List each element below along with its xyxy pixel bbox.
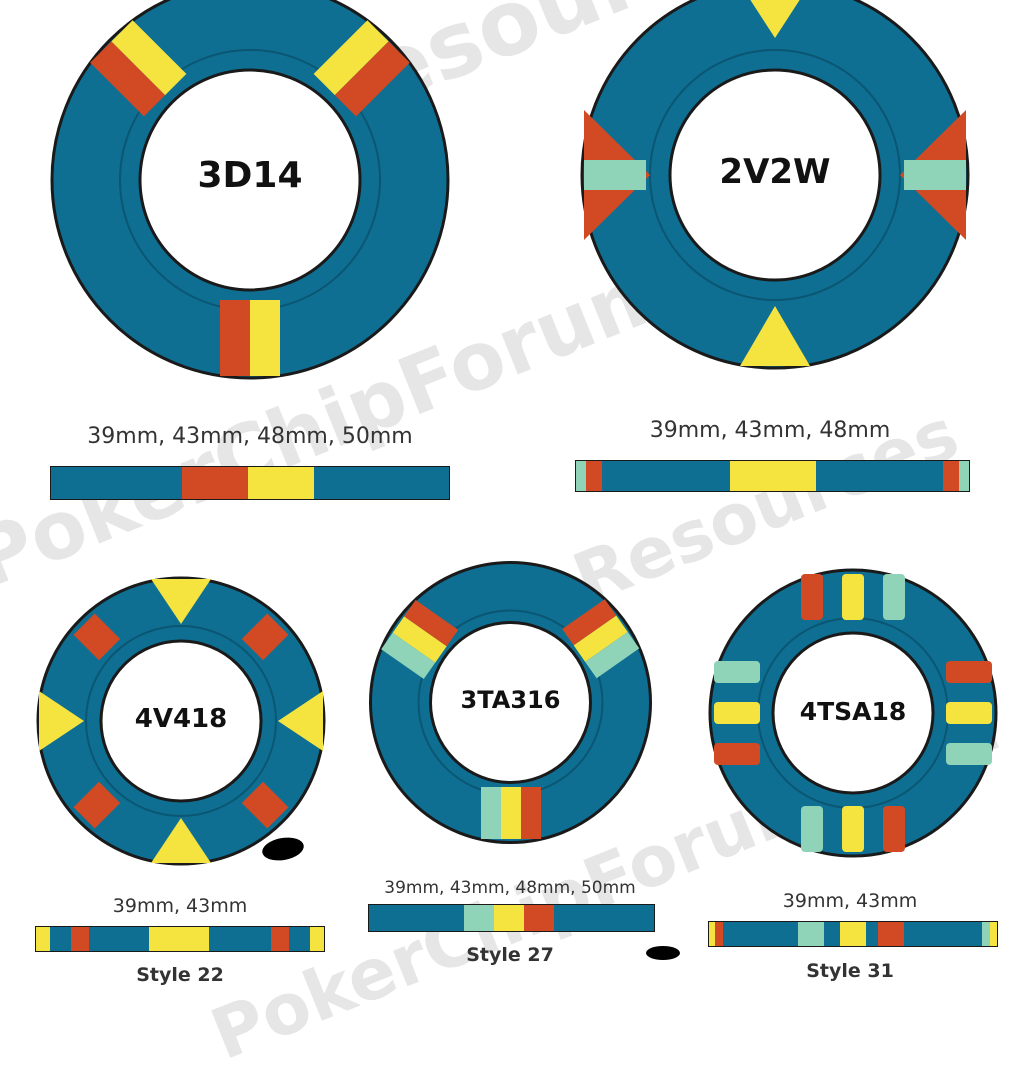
chip-4v418-face — [36, 576, 326, 866]
chip-sizes: 39mm, 43mm — [782, 890, 918, 912]
edge-spot — [586, 461, 602, 491]
chip-4tsa18: 4TSA18 — [708, 568, 998, 858]
edge-spot — [313, 20, 410, 117]
edge-spot — [715, 922, 723, 946]
edge-spot — [73, 613, 121, 661]
chip-center-label — [99, 639, 263, 803]
edge-spot — [562, 599, 617, 646]
edge-spot — [878, 922, 904, 946]
edge-spot — [842, 574, 864, 620]
edge-spot — [883, 574, 905, 620]
chip-sizes: 39mm, 43mm, 48mm, 50mm — [384, 878, 636, 898]
edge-spot — [714, 743, 760, 765]
chip-edge-view — [574, 459, 971, 496]
chip-3ta316: 3TA316 — [368, 560, 653, 845]
style-label: Style 31 — [806, 960, 894, 982]
chip-center-label — [138, 68, 362, 292]
edge-spot — [149, 927, 209, 951]
chip-code: 4V418 — [134, 704, 228, 734]
edge-spot — [521, 787, 541, 839]
chip-2v2w: 2V2W — [580, 0, 970, 370]
chip-sizes: 39mm, 43mm, 48mm, 50mm — [87, 424, 413, 449]
edge-spot — [71, 927, 89, 951]
chip-center-label — [771, 631, 935, 795]
chip-code: 2V2W — [719, 152, 831, 192]
chip-center-label — [429, 621, 592, 784]
edge-spot — [585, 631, 640, 679]
edge-spot — [90, 20, 187, 117]
edge-spot — [709, 922, 715, 946]
chip-4v418: 4V418 — [36, 576, 326, 866]
edge-spot — [584, 160, 646, 190]
chip-edge-view — [34, 925, 326, 956]
edge-spot — [959, 461, 969, 491]
edge-spot — [883, 806, 905, 852]
edge-spot — [501, 787, 521, 839]
edge-spot — [904, 160, 966, 190]
edge-spot — [714, 702, 760, 724]
edge-spot — [392, 616, 447, 663]
style-label: Style 22 — [136, 964, 224, 986]
chip-edge-view — [49, 465, 451, 504]
edge-spot — [730, 461, 816, 491]
edge-spot — [182, 467, 248, 499]
edge-spot — [946, 661, 992, 683]
edge-spot — [310, 927, 324, 951]
edge-spot — [278, 691, 323, 751]
edge-spot — [464, 905, 494, 931]
ink-blot — [646, 946, 680, 960]
edge-spot — [241, 613, 289, 661]
chip-code: 3TA316 — [460, 686, 561, 714]
edge-spot — [946, 743, 992, 765]
edge-spot — [842, 806, 864, 852]
edge-spot — [750, 0, 800, 38]
edge-spot — [151, 818, 211, 863]
edge-spot — [990, 922, 997, 946]
chip-edge-view — [707, 920, 999, 951]
edge-spot — [576, 461, 586, 491]
edge-spot — [740, 306, 810, 366]
chip-center-label — [668, 68, 882, 282]
edge-spot — [73, 781, 121, 829]
edge-spot — [404, 600, 459, 647]
chip-3d14-face — [50, 0, 450, 380]
chip-code: 4TSA18 — [799, 697, 907, 726]
chip-3d14: 3D14 — [50, 0, 450, 380]
chip-sizes: 39mm, 43mm, 48mm — [649, 418, 891, 443]
edge-spot — [714, 661, 760, 683]
style-label: Style 27 — [466, 944, 554, 966]
edge-spot — [241, 781, 289, 829]
chip-sizes: 39mm, 43mm — [112, 895, 248, 917]
edge-spot — [481, 787, 501, 839]
edge-spot — [946, 702, 992, 724]
edge-spot — [798, 922, 824, 946]
edge-spot — [151, 579, 211, 624]
chip-2v2w-face — [580, 0, 970, 370]
edge-spot — [220, 300, 280, 376]
edge-spot — [524, 905, 554, 931]
edge-spot — [36, 927, 50, 951]
edge-spot — [573, 615, 628, 662]
chip-edge-view — [367, 903, 656, 936]
edge-spot — [801, 806, 823, 852]
chip-code: 3D14 — [197, 155, 303, 196]
chip-inlay-ring — [85, 625, 277, 817]
chip-4tsa18-face — [708, 568, 998, 858]
edge-spot — [39, 691, 84, 751]
chip-3ta316-face — [369, 561, 652, 844]
edge-spot — [381, 632, 436, 680]
edge-spot — [943, 461, 959, 491]
edge-spot — [271, 927, 289, 951]
edge-spot — [801, 574, 823, 620]
edge-spot — [982, 922, 990, 946]
edge-spot — [494, 905, 524, 931]
edge-spot — [840, 922, 866, 946]
edge-spot — [248, 467, 314, 499]
